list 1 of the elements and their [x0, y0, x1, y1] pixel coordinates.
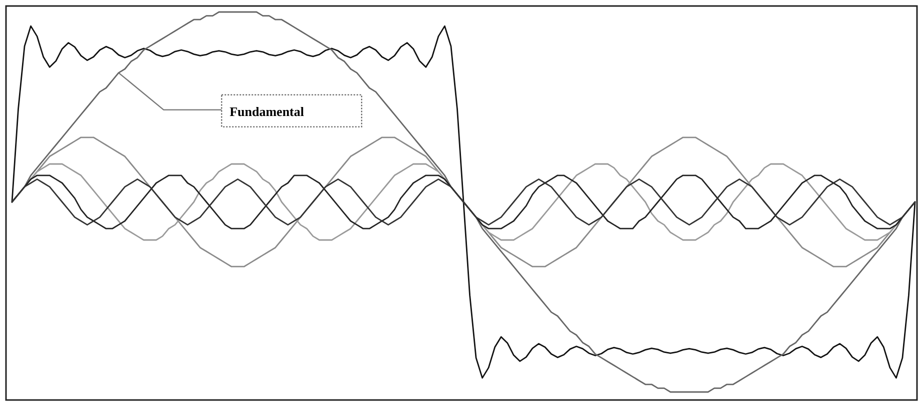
text: Fundamental	[230, 104, 304, 119]
